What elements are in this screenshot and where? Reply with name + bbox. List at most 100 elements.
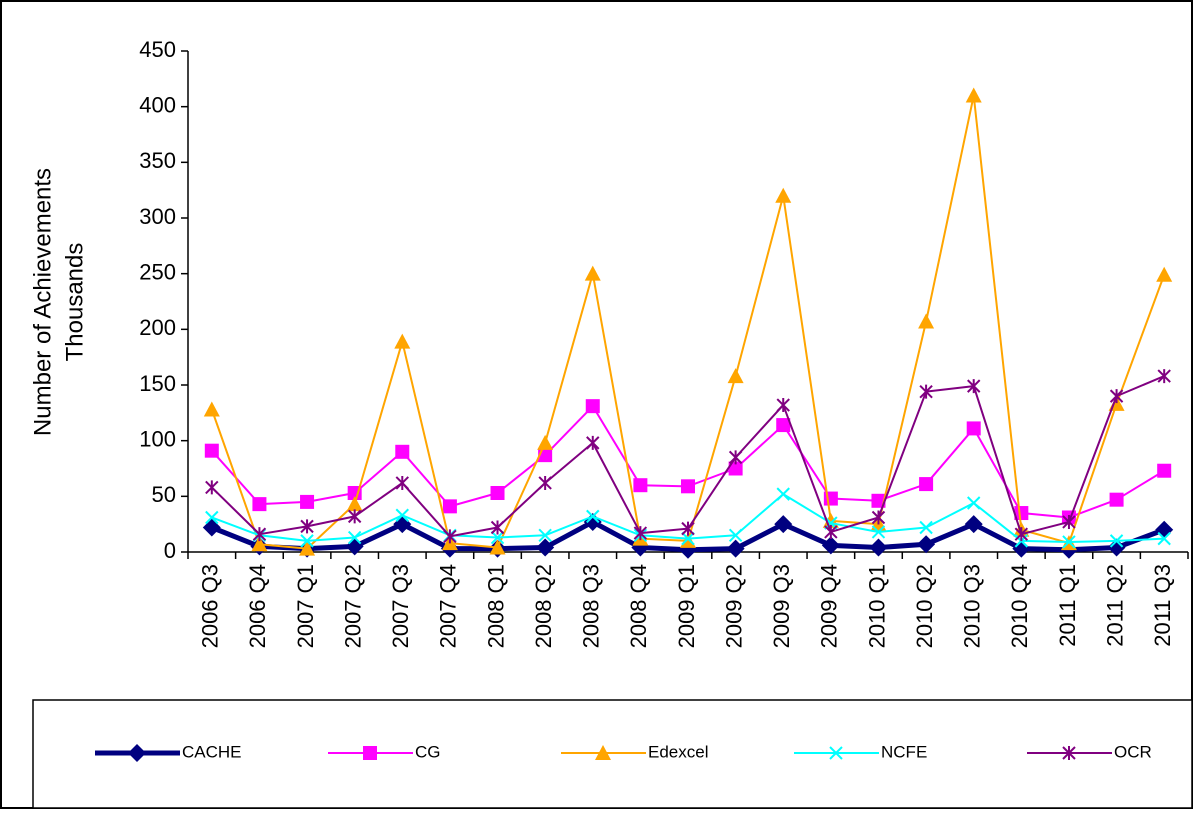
marker xyxy=(964,515,983,534)
legend-item: CACHE xyxy=(95,742,242,762)
x-tick-label: 2011 Q3 xyxy=(1150,564,1175,647)
marker xyxy=(538,528,552,543)
marker xyxy=(824,524,838,539)
y-tick-label: 100 xyxy=(139,426,176,451)
x-tick-label: 2007 Q4 xyxy=(436,564,461,648)
legend-label: Edexcel xyxy=(648,742,708,761)
marker xyxy=(595,745,611,760)
marker xyxy=(1062,514,1076,529)
marker xyxy=(1014,506,1029,521)
legend-item: CG xyxy=(328,742,441,761)
legend-item: OCR xyxy=(1027,742,1152,761)
legend-item: NCFE xyxy=(794,742,927,761)
marker xyxy=(1109,389,1124,404)
y-tick-label: 0 xyxy=(164,538,176,563)
x-tick-label: 2008 Q4 xyxy=(626,564,651,648)
marker xyxy=(775,187,792,203)
marker xyxy=(1109,492,1124,507)
marker xyxy=(395,475,409,490)
marker xyxy=(829,746,843,760)
marker xyxy=(1107,538,1126,557)
x-tick-label: 2009 Q3 xyxy=(769,564,794,648)
marker xyxy=(203,401,220,417)
legend-label: OCR xyxy=(1114,742,1152,761)
marker xyxy=(537,434,554,450)
marker xyxy=(205,510,219,525)
x-tick-label: 2009 Q1 xyxy=(674,564,699,648)
marker xyxy=(490,530,505,545)
marker xyxy=(300,519,314,534)
marker xyxy=(919,520,933,535)
marker xyxy=(680,532,696,548)
legend-label: NCFE xyxy=(881,742,927,761)
y-tick-label: 200 xyxy=(139,315,176,340)
legend-label: CACHE xyxy=(182,742,242,761)
marker xyxy=(871,525,886,539)
marker xyxy=(1014,527,1029,542)
marker xyxy=(776,487,790,501)
marker xyxy=(967,379,981,394)
marker xyxy=(681,479,695,494)
x-tick-label: 2010 Q1 xyxy=(864,564,889,648)
marker xyxy=(299,540,316,556)
legend-item: Edexcel xyxy=(561,742,708,761)
y-tick-label: 250 xyxy=(139,259,176,284)
marker xyxy=(869,538,888,557)
marker xyxy=(300,494,315,509)
marker xyxy=(726,539,745,558)
marker xyxy=(821,536,840,555)
marker xyxy=(633,526,648,541)
y-axis-label: Number of Achievements xyxy=(29,168,56,436)
marker xyxy=(727,368,744,384)
x-tick-label: 2006 Q4 xyxy=(245,564,270,648)
marker xyxy=(347,530,362,545)
marker xyxy=(346,496,363,512)
y-tick-label: 450 xyxy=(139,37,176,62)
marker xyxy=(871,510,886,525)
x-tick-label: 2009 Q4 xyxy=(817,564,842,648)
marker xyxy=(490,485,505,500)
marker xyxy=(128,744,146,762)
legend-label: CG xyxy=(415,742,441,761)
marker xyxy=(681,521,695,536)
marker xyxy=(1062,535,1076,549)
x-tick-label: 2010 Q3 xyxy=(960,564,985,648)
y-tick-label: 350 xyxy=(139,148,176,173)
x-tick-label: 2010 Q2 xyxy=(912,564,937,648)
marker xyxy=(586,435,600,450)
marker xyxy=(1156,266,1173,282)
marker xyxy=(251,536,268,552)
marker xyxy=(918,313,935,329)
marker xyxy=(728,528,743,543)
marker xyxy=(205,480,219,495)
x-tick-label: 2007 Q2 xyxy=(340,564,365,648)
y-tick-label: 150 xyxy=(139,371,176,396)
x-tick-label: 2011 Q2 xyxy=(1102,564,1127,647)
x-tick-label: 2008 Q2 xyxy=(531,564,556,648)
marker xyxy=(252,527,267,542)
marker xyxy=(394,333,411,349)
marker xyxy=(490,520,505,535)
marker xyxy=(443,529,457,544)
marker xyxy=(966,421,981,436)
marker xyxy=(1157,463,1172,478)
marker xyxy=(871,493,886,508)
marker xyxy=(347,509,362,524)
x-tick-label: 2008 Q1 xyxy=(483,564,508,648)
marker xyxy=(728,450,743,465)
marker xyxy=(776,418,791,433)
marker xyxy=(536,538,555,557)
marker xyxy=(1062,746,1076,760)
marker xyxy=(252,497,267,512)
marker xyxy=(728,461,743,476)
marker xyxy=(586,509,600,524)
x-tick-label: 2007 Q1 xyxy=(293,564,318,648)
marker xyxy=(538,475,552,490)
x-tick-label: 2010 Q4 xyxy=(1007,564,1032,648)
marker xyxy=(774,515,793,534)
marker xyxy=(1157,369,1171,384)
marker xyxy=(967,496,981,510)
x-tick-label: 2007 Q3 xyxy=(388,564,413,648)
marker xyxy=(919,384,933,399)
